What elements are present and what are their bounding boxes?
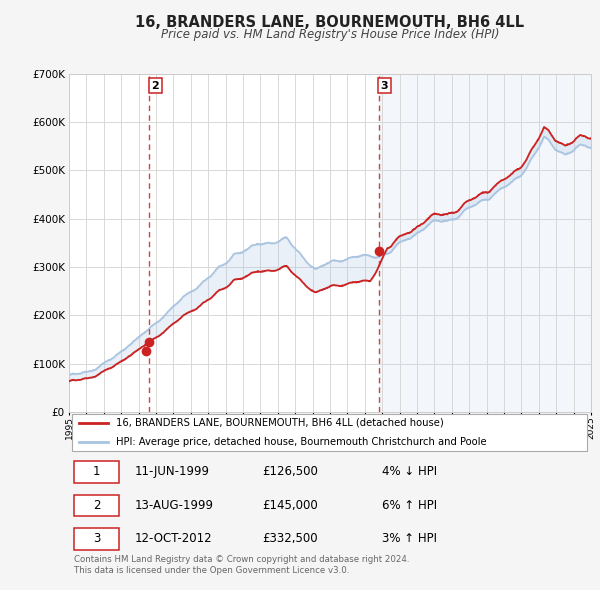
Text: 16, BRANDERS LANE, BOURNEMOUTH, BH6 4LL: 16, BRANDERS LANE, BOURNEMOUTH, BH6 4LL: [136, 15, 524, 30]
Text: 11-JUN-1999: 11-JUN-1999: [134, 466, 209, 478]
Text: £332,500: £332,500: [262, 532, 318, 545]
Text: 3% ↑ HPI: 3% ↑ HPI: [382, 532, 437, 545]
Text: 13-AUG-1999: 13-AUG-1999: [134, 499, 213, 512]
Text: Price paid vs. HM Land Registry's House Price Index (HPI): Price paid vs. HM Land Registry's House …: [161, 28, 499, 41]
Text: 2: 2: [151, 81, 159, 91]
Text: 6% ↑ HPI: 6% ↑ HPI: [382, 499, 437, 512]
FancyBboxPatch shape: [71, 414, 587, 451]
FancyBboxPatch shape: [74, 461, 119, 483]
Bar: [379, 74, 591, 412]
Text: 16, BRANDERS LANE, BOURNEMOUTH, BH6 4LL (detached house): 16, BRANDERS LANE, BOURNEMOUTH, BH6 4LL …: [116, 418, 444, 428]
Text: 12-OCT-2012: 12-OCT-2012: [134, 532, 212, 545]
Text: £126,500: £126,500: [262, 466, 318, 478]
Text: 3: 3: [380, 81, 388, 91]
Text: 1: 1: [92, 466, 100, 478]
Text: £145,000: £145,000: [262, 499, 318, 512]
Text: 3: 3: [93, 532, 100, 545]
Text: HPI: Average price, detached house, Bournemouth Christchurch and Poole: HPI: Average price, detached house, Bour…: [116, 437, 487, 447]
Text: 2: 2: [92, 499, 100, 512]
Text: Contains HM Land Registry data © Crown copyright and database right 2024.
This d: Contains HM Land Registry data © Crown c…: [74, 555, 410, 575]
FancyBboxPatch shape: [74, 495, 119, 516]
Text: 4% ↓ HPI: 4% ↓ HPI: [382, 466, 437, 478]
FancyBboxPatch shape: [74, 528, 119, 549]
